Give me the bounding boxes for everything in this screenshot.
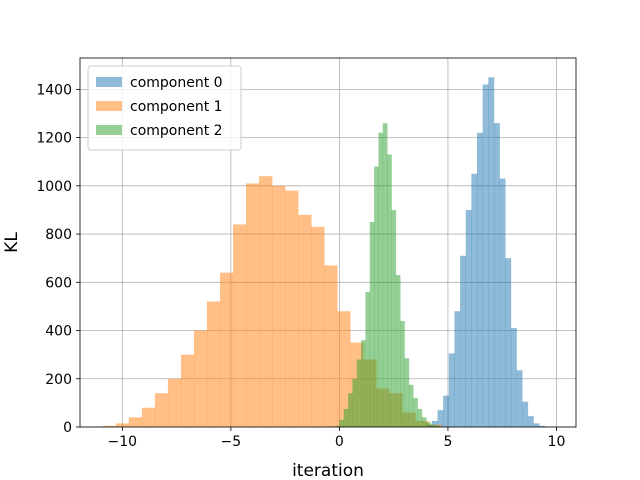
- y-tick-label: 800: [45, 227, 72, 243]
- histogram-bar-series-0: [460, 255, 467, 427]
- histogram-bar-series-1: [115, 423, 130, 427]
- histogram-bar-series-1: [206, 301, 221, 427]
- histogram-bar-series-2: [365, 291, 371, 427]
- histogram-bar-series-1: [180, 354, 195, 427]
- y-tick-label: 600: [45, 275, 72, 291]
- y-tick-label: 400: [45, 324, 72, 340]
- histogram-bar-series-2: [348, 393, 353, 427]
- histogram-bar-series-0: [448, 353, 455, 427]
- histogram-bar-series-1: [259, 176, 273, 427]
- y-tick-label: 1000: [36, 179, 72, 195]
- histogram-bar-series-2: [426, 422, 431, 427]
- histogram-bar-series-1: [246, 183, 260, 427]
- histogram-bar-series-1: [102, 425, 117, 427]
- legend-swatch: [96, 77, 122, 87]
- legend-swatch: [96, 125, 122, 135]
- legend-label: component 0: [130, 75, 223, 91]
- legend-swatch: [96, 101, 122, 111]
- histogram-bar-series-2: [395, 275, 401, 427]
- histogram-bar-series-0: [499, 178, 506, 427]
- x-tick-label: 0: [335, 434, 344, 450]
- x-tick-label: 10: [548, 434, 566, 450]
- histogram-bar-series-2: [400, 320, 405, 427]
- legend-label: component 2: [130, 123, 223, 139]
- histogram-bar-series-2: [430, 424, 436, 427]
- histogram-bar-series-0: [482, 84, 489, 427]
- histogram-bar-series-1: [167, 378, 182, 427]
- histogram-bar-series-1: [272, 185, 286, 427]
- histogram-bar-series-0: [471, 173, 478, 427]
- y-tick-label: 200: [45, 372, 72, 388]
- histogram-bar-series-0: [443, 395, 450, 427]
- histogram-bar-series-0: [510, 328, 517, 427]
- histogram-bar-series-2: [391, 209, 397, 427]
- histogram-bar-series-2: [387, 154, 392, 427]
- histogram-bar-series-2: [404, 358, 410, 427]
- histogram-bar-series-2: [374, 166, 379, 427]
- histogram-bar-series-1: [233, 224, 247, 427]
- histogram-bar-series-0: [454, 311, 461, 427]
- x-axis-title: iteration: [292, 461, 364, 480]
- histogram-bar-series-2: [382, 123, 388, 427]
- histogram-bar-series-2: [434, 425, 440, 427]
- x-tick-label: −5: [221, 434, 242, 450]
- ticks-layer: −10 −5 0 5 10 0 200 400 600 800 1000 1200 1400: [36, 82, 565, 450]
- histogram-bar-series-0: [465, 209, 472, 427]
- histogram-bar-series-1: [154, 393, 169, 427]
- histogram-bar-series-0: [477, 132, 483, 427]
- legend-label: component 1: [130, 99, 223, 115]
- bars-layer: [102, 77, 546, 427]
- histogram-bar-series-0: [522, 401, 529, 427]
- legend: component 0 component 1 component 2: [87, 65, 242, 151]
- histogram-bar-series-2: [356, 359, 362, 427]
- histogram-bar-series-2: [417, 408, 423, 427]
- y-tick-label: 1200: [36, 131, 72, 147]
- histogram-bar-series-2: [421, 417, 427, 427]
- histogram-bar-series-1: [128, 417, 143, 427]
- histogram-bar-series-0: [527, 416, 534, 427]
- histogram-bar-series-1: [141, 407, 156, 427]
- histogram-bar-series-1: [193, 330, 208, 427]
- histogram-bar-series-2: [378, 132, 384, 427]
- histogram-bar-series-1: [324, 265, 338, 427]
- histogram-bar-series-0: [493, 123, 500, 427]
- histogram-bar-series-2: [352, 378, 358, 427]
- y-tick-label: 0: [63, 420, 72, 436]
- histogram-bar-series-0: [539, 425, 546, 427]
- histogram-bar-series-2: [408, 384, 414, 427]
- histogram-bar-series-2: [369, 222, 375, 427]
- y-axis-title: KL: [2, 232, 22, 253]
- histogram-bar-series-1: [337, 311, 351, 427]
- y-tick-label: 1400: [36, 82, 72, 98]
- histogram-bar-series-0: [488, 77, 495, 427]
- legend-box: [87, 65, 242, 151]
- plot-frame: [79, 57, 577, 428]
- histogram-bar-series-2: [335, 425, 340, 427]
- histogram-bar-series-1: [220, 272, 234, 427]
- histogram-bar-series-2: [339, 419, 345, 427]
- x-tick-label: −10: [108, 434, 138, 450]
- histogram-bar-series-0: [533, 423, 540, 427]
- histogram-bar-series-0: [516, 370, 523, 427]
- histogram-bar-series-0: [437, 410, 444, 427]
- histogram-bar-series-1: [285, 190, 299, 427]
- histogram-bar-series-0: [431, 420, 438, 427]
- histogram-bar-series-1: [311, 226, 325, 427]
- histogram-bar-series-2: [361, 340, 366, 427]
- histogram-bar-series-1: [298, 214, 312, 427]
- x-tick-label: 5: [443, 434, 452, 450]
- histogram-bar-series-0: [505, 258, 512, 427]
- histogram-bar-series-2: [413, 398, 418, 427]
- histogram-bar-series-2: [343, 408, 349, 427]
